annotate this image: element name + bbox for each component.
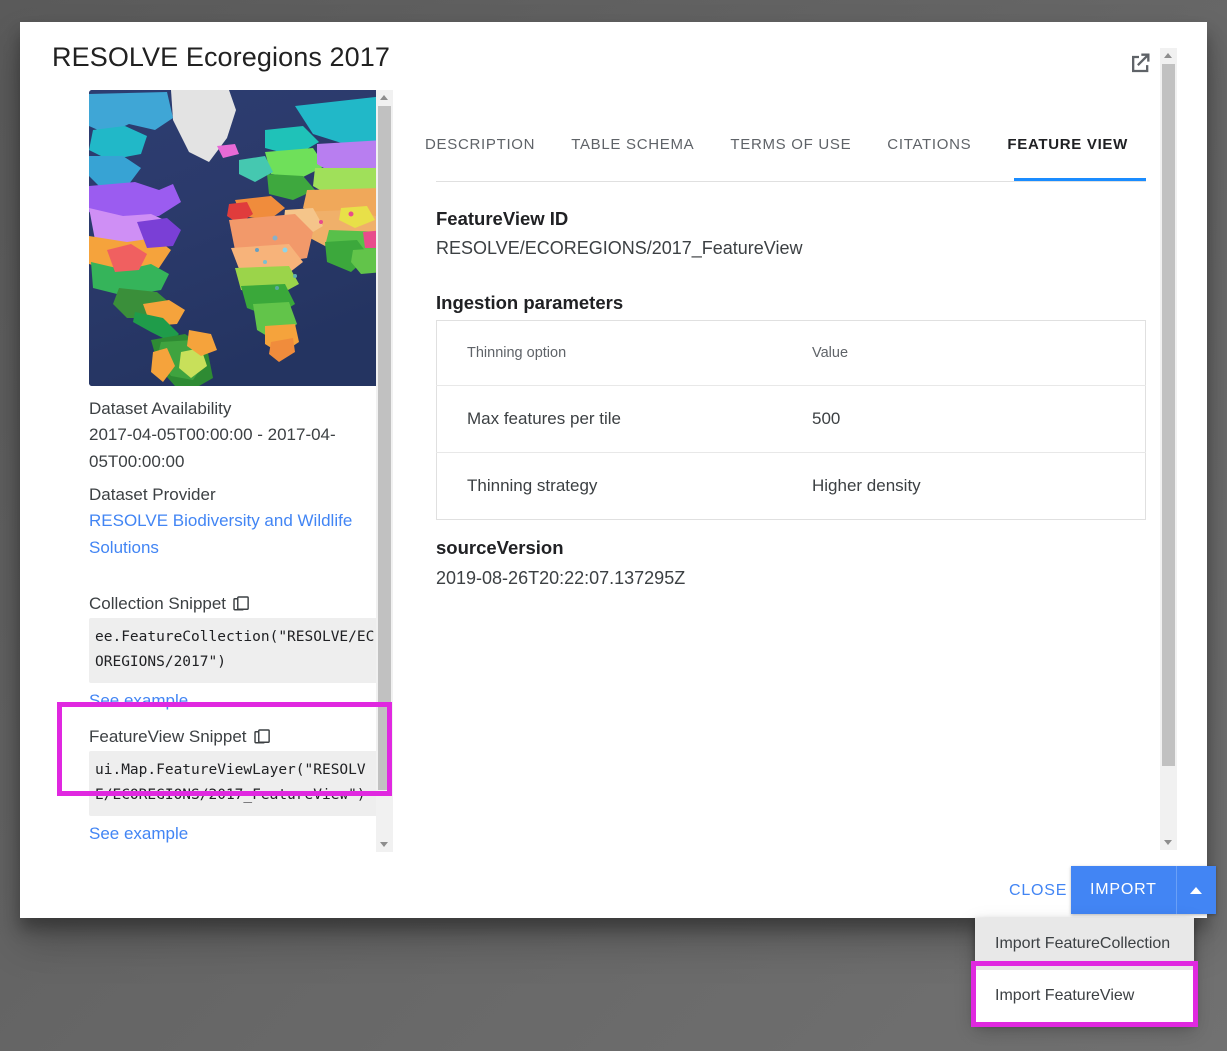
ingestion-parameters-table: Thinning option Value Max features per t…: [436, 320, 1146, 520]
dialog-scrollbar[interactable]: [1160, 48, 1177, 850]
tab-description[interactable]: DESCRIPTION: [425, 136, 536, 153]
close-button[interactable]: CLOSE: [995, 873, 1081, 909]
dataset-provider-link[interactable]: RESOLVE Biodiversity and Wildlife Soluti…: [89, 511, 353, 557]
import-dropdown-menu: Import FeatureCollection Import FeatureV…: [975, 918, 1194, 1022]
import-button[interactable]: IMPORT: [1071, 866, 1176, 914]
scroll-down-arrow[interactable]: [1164, 840, 1172, 845]
open-in-new-icon[interactable]: [1125, 50, 1153, 78]
collection-snippet-label: Collection Snippet: [89, 594, 227, 613]
menu-item-import-featurecollection[interactable]: Import FeatureCollection: [975, 918, 1194, 970]
cell-thinning-strategy-value: Higher density: [812, 476, 921, 495]
dataset-provider-label: Dataset Provider: [89, 485, 216, 504]
dataset-detail-dialog: RESOLVE Ecoregions 2017: [20, 22, 1216, 918]
featureview-see-example-link[interactable]: See example: [89, 824, 189, 843]
featureview-snippet-header: FeatureView Snippet: [89, 727, 389, 747]
cell-max-features-per-tile-value: 500: [812, 385, 1146, 453]
table-header-row: Thinning option Value: [436, 320, 1146, 386]
source-version-label: sourceVersion: [436, 537, 564, 558]
dataset-availability-value: 2017-04-05T00:00:00 - 2017-04-05T00:00:0…: [89, 425, 336, 471]
copy-icon[interactable]: [253, 728, 271, 746]
tab-terms-of-use[interactable]: TERMS OF USE: [730, 136, 852, 153]
column-header-thinning-option: Thinning option: [436, 320, 812, 386]
featureview-id-label: FeatureView ID: [436, 208, 569, 229]
sidebar-scrollbar[interactable]: [376, 90, 393, 852]
dialog-scrollbar-thumb[interactable]: [1162, 64, 1175, 766]
table-row: Thinning strategy Higher density: [437, 453, 1146, 520]
dataset-sidebar: Dataset Availability 2017-04-05T00:00:00…: [52, 90, 404, 850]
sidebar-scrollbar-thumb[interactable]: [378, 106, 391, 790]
tab-table-schema[interactable]: TABLE SCHEMA: [571, 136, 695, 153]
dialog-footer: CLOSE IMPORT: [20, 862, 1216, 918]
tab-citations[interactable]: CITATIONS: [887, 136, 972, 153]
dataset-thumbnail: [89, 90, 384, 386]
import-button-group: IMPORT: [1071, 866, 1216, 914]
tab-feature-view[interactable]: FEATURE VIEW: [1007, 136, 1128, 153]
collection-snippet-header: Collection Snippet: [89, 594, 389, 614]
tab-bar: DESCRIPTION TABLE SCHEMA TERMS OF USE CI…: [425, 126, 1146, 182]
scroll-up-arrow[interactable]: [380, 95, 388, 100]
featureview-snippet-label: FeatureView Snippet: [89, 727, 247, 746]
import-dropdown-toggle[interactable]: [1175, 866, 1216, 914]
detail-panel: DESCRIPTION TABLE SCHEMA TERMS OF USE CI…: [416, 90, 1176, 880]
collection-snippet-code[interactable]: ee.FeatureCollection("RESOLVE/ECOREGIONS…: [89, 618, 381, 683]
cell-max-features-per-tile: Max features per tile: [436, 385, 812, 453]
menu-item-import-featureview[interactable]: Import FeatureView: [995, 987, 1135, 1004]
dataset-availability-label: Dataset Availability: [89, 399, 232, 418]
collection-see-example-link[interactable]: See example: [89, 691, 189, 710]
chevron-up-icon: [1190, 886, 1203, 894]
cell-thinning-strategy: Thinning strategy: [467, 476, 598, 495]
source-version-value: 2019-08-26T20:22:07.137295Z: [436, 568, 686, 588]
active-tab-underline: [1014, 178, 1146, 181]
scroll-up-arrow[interactable]: [1164, 53, 1172, 58]
column-header-value: Value: [812, 320, 1146, 386]
scroll-down-arrow[interactable]: [380, 842, 388, 847]
ingestion-parameters-label: Ingestion parameters: [436, 292, 624, 313]
page-title: RESOLVE Ecoregions 2017: [52, 42, 390, 72]
table-row: Max features per tile 500: [436, 385, 1146, 453]
featureview-snippet-code[interactable]: ui.Map.FeatureViewLayer("RESOLVE/ECOREGI…: [89, 751, 381, 816]
featureview-id-value: RESOLVE/ECOREGIONS/2017_FeatureView: [436, 238, 803, 258]
copy-icon[interactable]: [233, 595, 250, 613]
tab-bar-divider: [436, 181, 1146, 182]
